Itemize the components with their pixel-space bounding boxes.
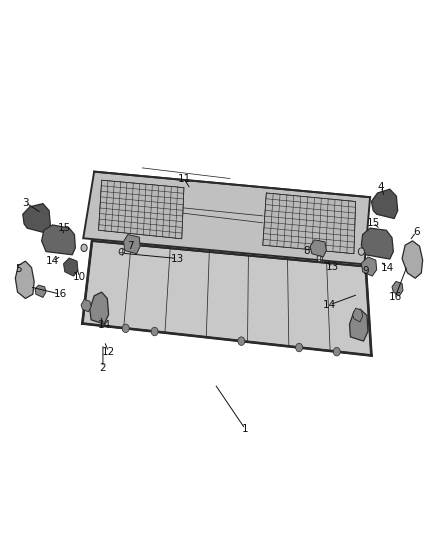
- Polygon shape: [99, 180, 184, 239]
- Polygon shape: [82, 241, 371, 356]
- Text: 14: 14: [381, 263, 394, 272]
- Polygon shape: [42, 225, 75, 255]
- Polygon shape: [350, 309, 368, 341]
- Circle shape: [317, 255, 322, 262]
- Polygon shape: [361, 228, 393, 259]
- Text: 2: 2: [99, 363, 106, 373]
- Text: 12: 12: [102, 347, 115, 357]
- Circle shape: [238, 337, 245, 345]
- Polygon shape: [23, 204, 50, 233]
- Text: 8: 8: [303, 246, 310, 255]
- Polygon shape: [310, 240, 326, 257]
- Text: 10: 10: [73, 272, 86, 282]
- Text: 14: 14: [46, 256, 59, 266]
- Circle shape: [296, 343, 303, 352]
- Text: 14: 14: [98, 320, 111, 330]
- Text: 6: 6: [413, 227, 420, 237]
- Polygon shape: [35, 285, 46, 297]
- Text: 3: 3: [22, 198, 29, 207]
- Text: 15: 15: [58, 223, 71, 233]
- Polygon shape: [392, 281, 403, 296]
- Polygon shape: [353, 308, 363, 322]
- Polygon shape: [402, 241, 423, 278]
- Circle shape: [122, 324, 129, 333]
- Circle shape: [119, 248, 124, 255]
- Circle shape: [81, 244, 87, 252]
- Text: 16: 16: [389, 293, 402, 302]
- Polygon shape: [124, 235, 140, 254]
- Text: 13: 13: [326, 262, 339, 271]
- Text: 9: 9: [362, 266, 369, 276]
- Polygon shape: [371, 189, 398, 219]
- Polygon shape: [361, 257, 377, 276]
- Polygon shape: [81, 300, 91, 312]
- Text: 11: 11: [177, 174, 191, 183]
- Polygon shape: [83, 172, 370, 264]
- Text: 15: 15: [367, 218, 380, 228]
- Circle shape: [151, 327, 158, 336]
- Text: 5: 5: [15, 264, 22, 274]
- Circle shape: [358, 248, 364, 255]
- Polygon shape: [15, 261, 34, 298]
- Circle shape: [333, 348, 340, 356]
- Text: 13: 13: [171, 254, 184, 263]
- Polygon shape: [64, 258, 78, 276]
- Polygon shape: [90, 292, 109, 324]
- Text: 1: 1: [242, 424, 249, 434]
- Text: 14: 14: [323, 300, 336, 310]
- Text: 16: 16: [54, 289, 67, 299]
- Polygon shape: [263, 193, 356, 254]
- Text: 7: 7: [127, 241, 134, 251]
- Text: 4: 4: [378, 182, 385, 191]
